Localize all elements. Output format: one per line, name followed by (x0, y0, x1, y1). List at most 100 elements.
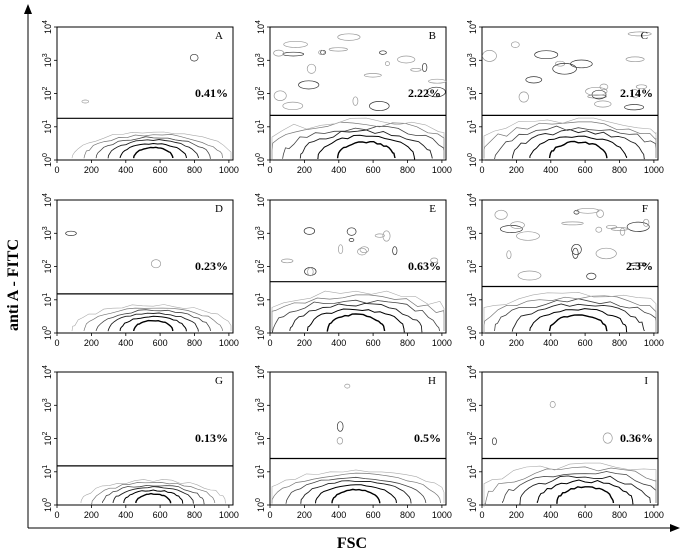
x-tick-label: 200 (297, 338, 312, 348)
x-tick-label: 0 (267, 338, 272, 348)
contour-ring (135, 492, 172, 504)
contour-ring (529, 308, 628, 333)
contour-ring (483, 121, 657, 158)
x-axis-title: FSC (337, 535, 367, 552)
noise-contour (382, 230, 391, 242)
outer-x-axis-arrow (670, 524, 680, 532)
y-tick-label: 102 (255, 86, 266, 100)
panel-a: 0 200 400 600 800 1000 100 101 102 103 104 A 0.41% (42, 20, 239, 175)
contour-ring (300, 480, 412, 504)
noise-contour (516, 231, 540, 241)
x-tick-label: 400 (118, 338, 133, 348)
noise-contour (338, 244, 344, 255)
x-tick-label: 600 (153, 165, 168, 175)
contour-ring (548, 140, 608, 159)
contour-ring (83, 307, 223, 331)
noise-contour (482, 50, 497, 62)
y-tick-label: 104 (42, 193, 53, 207)
panel-letter: D (215, 203, 223, 215)
noise-contour (629, 262, 648, 267)
panel-e: 0 200 400 600 800 1000 100 101 102 103 104 E 0.63% (255, 193, 452, 348)
contour-ring (548, 314, 608, 332)
contour-ring (119, 315, 187, 332)
panel-letter: F (642, 203, 648, 215)
x-tick-label: 400 (543, 510, 558, 520)
x-tick-label: 1000 (219, 338, 239, 348)
y-tick-label: 100 (467, 498, 478, 512)
y-tick-label: 103 (42, 53, 53, 67)
noise-contour (595, 247, 617, 260)
x-tick-label: 0 (479, 510, 484, 520)
y-tick-label: 102 (467, 431, 478, 445)
y-tick-label: 103 (255, 226, 266, 240)
noise-contour (307, 267, 314, 277)
contour-ring (307, 308, 405, 333)
noise-contour (517, 270, 542, 281)
noise-contour (303, 227, 316, 235)
contour-ring (299, 129, 433, 159)
noise-contour (500, 225, 523, 233)
x-tick-label: 1000 (432, 338, 452, 348)
gate-percentage: 0.5% (414, 431, 441, 445)
noise-contour (304, 267, 317, 276)
y-tick-label: 101 (42, 120, 53, 134)
contour-ring (285, 476, 427, 504)
x-tick-label: 200 (297, 165, 312, 175)
noise-contour (369, 101, 390, 111)
noise-contour (282, 51, 305, 57)
y-tick-label: 102 (255, 259, 266, 273)
noise-contour (81, 99, 90, 104)
noise-contour (585, 86, 608, 96)
noise-contour (189, 53, 199, 62)
contour-ring (494, 125, 657, 159)
noise-contour (510, 41, 520, 48)
x-tick-label: 0 (267, 165, 272, 175)
noise-contour (273, 90, 287, 101)
panel-b: 0 200 400 600 800 1000 100 101 102 103 104 B 2.22% (255, 20, 452, 175)
contour-ring (271, 290, 445, 331)
contour-ring (95, 136, 211, 159)
y-tick-label: 103 (467, 53, 478, 67)
panel-i: 0 200 400 600 800 1000 100 101 102 103 104 I 0.36% (467, 365, 664, 520)
panel-letter: B (429, 30, 436, 42)
gate-percentage: 0.13% (195, 431, 228, 445)
noise-contour (549, 401, 556, 408)
noise-contour (379, 50, 387, 55)
noise-contour (561, 221, 584, 226)
x-tick-label: 200 (509, 510, 524, 520)
noise-contour (599, 83, 609, 91)
contour-ring (107, 312, 199, 332)
noise-contour (626, 221, 650, 232)
noise-contour (630, 89, 639, 99)
contour-ring (519, 475, 651, 506)
y-tick-label: 101 (42, 293, 53, 307)
x-tick-label: 400 (331, 510, 346, 520)
noise-contour (281, 258, 294, 264)
noise-contour (595, 226, 603, 233)
y-tick-label: 100 (255, 498, 266, 512)
contour-ring (326, 313, 386, 332)
y-tick-label: 100 (42, 498, 53, 512)
x-tick-label: 1000 (219, 165, 239, 175)
x-tick-label: 1000 (432, 510, 452, 520)
y-tick-label: 103 (467, 398, 478, 412)
x-tick-label: 800 (187, 338, 202, 348)
noise-contour (426, 86, 446, 98)
noise-contour (525, 76, 543, 84)
contour-ring (102, 484, 205, 505)
contour-ring (331, 488, 381, 504)
x-tick-label: 1000 (219, 510, 239, 520)
x-tick-label: 0 (54, 165, 59, 175)
contour-ring (95, 309, 211, 331)
noise-contour (346, 227, 357, 236)
noise-contour (328, 47, 348, 52)
contour-ring (315, 484, 397, 504)
x-tick-label: 800 (187, 165, 202, 175)
x-tick-label: 400 (118, 165, 133, 175)
y-tick-label: 100 (255, 326, 266, 340)
x-tick-label: 600 (366, 510, 381, 520)
contour-ring (483, 462, 657, 507)
contour-ring (511, 303, 645, 332)
panel-letter: A (215, 30, 223, 42)
